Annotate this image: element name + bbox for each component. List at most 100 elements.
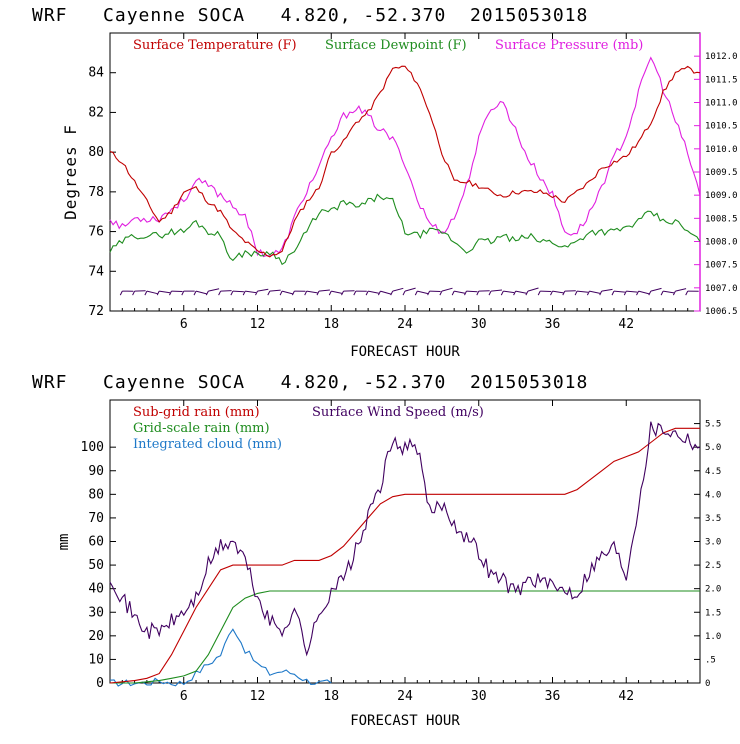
y2-tick-label: 1007.5 xyxy=(705,261,738,271)
chart2-legend-cloud: Integrated cloud (mm) xyxy=(133,437,282,452)
x-tick-label: 24 xyxy=(397,317,413,332)
wind-barb xyxy=(258,289,269,291)
y-tick-label: 70 xyxy=(88,511,104,526)
wind-barb xyxy=(602,289,613,291)
wind-barb xyxy=(307,291,318,293)
wind-barb xyxy=(466,291,477,292)
y2-tick-label: 1010.5 xyxy=(705,122,738,132)
wind-barb xyxy=(491,290,502,291)
chart1-temperature-line xyxy=(110,66,700,257)
wind-barb-flag xyxy=(575,291,577,295)
wind-barb xyxy=(282,291,293,294)
y2-tick-label: .5 xyxy=(705,655,716,665)
y2-tick-label: 1007.0 xyxy=(705,284,738,294)
x-tick-label: 18 xyxy=(323,317,339,332)
y-tick-label: 0 xyxy=(96,676,104,691)
wind-barb xyxy=(663,291,674,293)
wind-barb-flag xyxy=(280,291,282,295)
wind-barb-flag xyxy=(452,291,454,295)
x-tick-label: 12 xyxy=(250,689,266,704)
y2-tick-label: 4.5 xyxy=(705,467,721,477)
chart2-title: WRF Cayenne SOCA 4.820, -52.370 20150530… xyxy=(32,372,588,393)
chart2-legend-wind: Surface Wind Speed (m/s) xyxy=(312,405,484,420)
y2-tick-label: 2.5 xyxy=(705,561,721,571)
y2-tick-label: 1008.5 xyxy=(705,214,738,224)
wind-barb-flag xyxy=(329,291,331,295)
wind-barb-flag xyxy=(415,291,417,295)
chart2-x-label: FORECAST HOUR xyxy=(350,713,460,729)
chart2-gridscale-rain-line xyxy=(110,591,700,683)
wind-barb-flag xyxy=(661,291,663,295)
wind-barb xyxy=(454,291,465,293)
wind-barb xyxy=(675,289,686,292)
wind-barb-flag xyxy=(686,291,688,295)
chart1-title: WRF Cayenne SOCA 4.820, -52.370 20150530… xyxy=(32,5,588,26)
y2-tick-label: 1012.0 xyxy=(705,52,738,62)
chart1-wind-barbs xyxy=(120,288,698,295)
wind-barb-flag xyxy=(231,291,233,295)
wind-barb-flag xyxy=(489,291,491,295)
wind-barb xyxy=(208,289,219,291)
x-tick-label: 12 xyxy=(250,317,266,332)
x-tick-label: 36 xyxy=(545,317,561,332)
y-tick-label: 84 xyxy=(88,66,104,81)
y2-tick-label: 1009.0 xyxy=(705,191,738,201)
chart2-y2-ticks: 0.51.01.52.02.53.03.54.04.55.05.5 xyxy=(694,420,721,689)
y2-tick-label: 3.0 xyxy=(705,538,721,548)
wind-barb xyxy=(503,291,514,292)
wind-barb xyxy=(331,291,342,293)
y-tick-label: 76 xyxy=(88,225,104,240)
wind-barb xyxy=(639,291,650,294)
wind-barb-flag xyxy=(354,291,356,295)
y-tick-label: 10 xyxy=(88,652,104,667)
wind-barb-flag xyxy=(133,291,135,295)
y2-tick-label: 1009.5 xyxy=(705,168,738,178)
wind-barb-flag xyxy=(194,291,196,295)
y-tick-label: 20 xyxy=(88,629,104,644)
chart1-legend-dewpoint: Surface Dewpoint (F) xyxy=(325,38,467,53)
wind-barb xyxy=(417,291,428,293)
wind-barb xyxy=(614,291,625,292)
y-tick-label: 78 xyxy=(88,185,104,200)
chart2-legend-subgrid: Sub-grid rain (mm) xyxy=(133,405,260,420)
wind-barb xyxy=(233,291,244,292)
wind-barb xyxy=(528,288,539,291)
wind-barb xyxy=(196,291,207,294)
x-tick-label: 42 xyxy=(618,689,634,704)
wind-barb-flag xyxy=(612,291,614,295)
y2-tick-label: 1011.5 xyxy=(705,75,738,85)
y-tick-label: 90 xyxy=(88,464,104,479)
y-tick-label: 74 xyxy=(88,264,104,279)
wind-barb xyxy=(368,291,379,293)
wind-barb-flag xyxy=(219,291,221,295)
chart2-cloud-line xyxy=(110,629,331,686)
y-tick-label: 50 xyxy=(88,558,104,573)
wind-barb xyxy=(245,291,256,292)
wind-barb-flag xyxy=(145,291,147,295)
wind-barb-flag xyxy=(649,291,651,295)
wind-barb xyxy=(589,291,600,293)
wind-barb-flag xyxy=(501,291,503,295)
x-tick-label: 42 xyxy=(618,317,634,332)
chart1-dewpoint-line xyxy=(110,194,700,264)
chart1-legend-temperature: Surface Temperature (F) xyxy=(133,38,297,53)
wind-barb-flag xyxy=(292,291,294,295)
wind-barb xyxy=(393,288,404,291)
y2-tick-label: 1.5 xyxy=(705,608,721,618)
y-tick-label: 72 xyxy=(88,304,104,319)
wind-barb-flag xyxy=(256,291,258,295)
chart2-subgrid-rain-line xyxy=(110,428,700,683)
wind-barb xyxy=(442,288,453,291)
y2-tick-label: 5.5 xyxy=(705,420,721,430)
wind-barb xyxy=(516,291,527,293)
wind-barb xyxy=(577,291,588,292)
y-tick-label: 30 xyxy=(88,605,104,620)
y2-tick-label: 1011.0 xyxy=(705,99,738,109)
y2-tick-label: 0 xyxy=(705,679,710,689)
wind-barb-flag xyxy=(391,291,393,295)
chart1-y-label: Degrees F xyxy=(61,124,80,220)
